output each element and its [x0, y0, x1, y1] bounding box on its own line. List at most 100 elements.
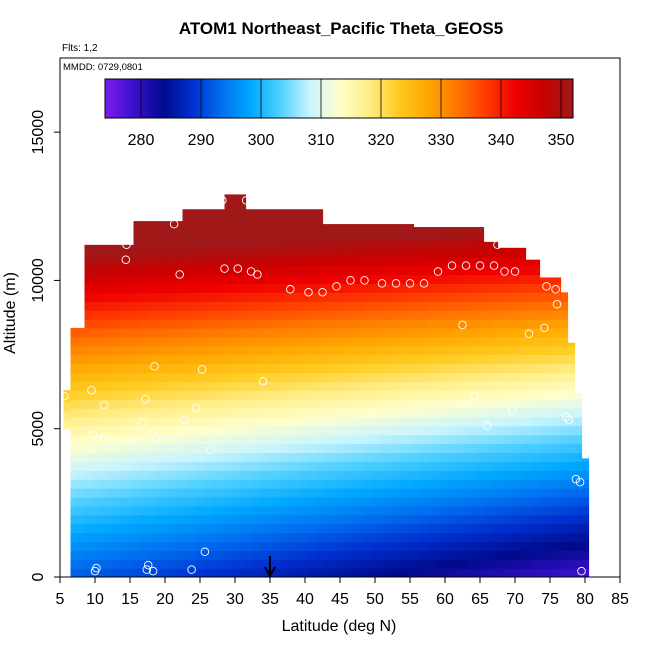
field-cell: [119, 292, 128, 302]
field-cell: [469, 247, 478, 258]
field-cell: [217, 443, 226, 454]
field-cell: [175, 425, 184, 436]
field-cell: [77, 479, 86, 489]
field-cell: [329, 381, 338, 391]
field-cell: [280, 292, 289, 302]
field-cell: [455, 452, 464, 462]
field-cell: [315, 354, 324, 365]
field-cell: [322, 327, 331, 338]
field-cell: [413, 452, 422, 462]
field-cell: [168, 221, 177, 231]
field-cell: [294, 559, 303, 569]
field-cell: [112, 274, 121, 284]
field-cell: [553, 345, 562, 356]
colorbar-tick-label: 340: [488, 132, 515, 149]
field-cell: [560, 310, 569, 320]
field-cell: [315, 425, 324, 436]
field-cell: [217, 505, 226, 516]
field-cell: [238, 390, 247, 400]
field-cell: [525, 292, 534, 302]
field-cell: [203, 488, 212, 498]
field-cell: [357, 532, 366, 543]
field-cell: [343, 416, 352, 427]
field-cell: [497, 434, 506, 445]
field-cell: [98, 470, 107, 480]
field-cell: [560, 354, 569, 365]
field-cell: [189, 372, 198, 382]
field-cell: [210, 301, 219, 311]
field-cell: [504, 461, 513, 471]
field-cell: [371, 399, 380, 409]
field-cell: [308, 532, 317, 543]
field-cell: [294, 310, 303, 320]
field-cell: [98, 399, 107, 409]
field-cell: [238, 532, 247, 543]
field-cell: [322, 425, 331, 436]
field-cell: [469, 532, 478, 543]
field-cell: [112, 390, 121, 400]
field-cell: [105, 292, 114, 302]
observation-point: [470, 391, 479, 401]
field-cell: [413, 227, 422, 231]
field-cell: [413, 283, 422, 293]
field-cell: [105, 416, 114, 427]
field-cell: [385, 238, 394, 249]
field-cell: [525, 372, 534, 382]
field-cell: [483, 336, 492, 347]
field-cell: [553, 416, 562, 427]
field-cell: [343, 256, 352, 267]
field-cell: [63, 410, 72, 421]
field-cell: [252, 345, 261, 356]
field-cell: [175, 452, 184, 462]
field-cell: [266, 209, 275, 213]
field-cell: [434, 514, 443, 525]
field-cell: [140, 274, 149, 284]
field-cell: [392, 238, 401, 249]
field-cell: [420, 301, 429, 311]
field-cell: [560, 390, 569, 400]
field-cell: [560, 345, 569, 356]
field-cell: [210, 230, 219, 240]
field-cell: [378, 345, 387, 356]
field-cell: [238, 336, 247, 347]
field-cell: [546, 336, 555, 347]
field-cell: [399, 247, 408, 258]
field-cell: [427, 336, 436, 347]
field-cell: [287, 292, 296, 302]
field-cell: [385, 381, 394, 391]
x-tick-label: 20: [156, 591, 174, 608]
field-cell: [455, 416, 464, 427]
field-cell: [147, 532, 156, 543]
field-cell: [182, 514, 191, 525]
field-cell: [364, 568, 373, 577]
field-cell: [196, 292, 205, 302]
field-cell: [539, 345, 548, 356]
field-cell: [525, 318, 534, 329]
field-cell: [266, 345, 275, 356]
field-cell: [315, 327, 324, 338]
field-cell: [553, 318, 562, 329]
field-cell: [147, 372, 156, 382]
field-cell: [434, 416, 443, 427]
field-cell: [490, 327, 499, 338]
field-cell: [112, 247, 121, 258]
field-cell: [455, 532, 464, 543]
field-cell: [315, 238, 324, 249]
field-cell: [511, 390, 520, 400]
field-cell: [315, 372, 324, 382]
field-cell: [406, 399, 415, 409]
field-cell: [252, 470, 261, 480]
field-cell: [469, 363, 478, 373]
field-cell: [476, 550, 485, 560]
field-cell: [371, 256, 380, 267]
field-cell: [546, 318, 555, 329]
field-cell: [280, 274, 289, 284]
field-cell: [462, 425, 471, 436]
x-tick-label: 75: [541, 591, 559, 608]
field-cell: [329, 550, 338, 560]
observation-point: [99, 400, 109, 410]
field-cell: [112, 523, 121, 534]
field-cell: [231, 523, 240, 534]
field-cell: [455, 265, 464, 276]
field-cell: [119, 541, 128, 551]
